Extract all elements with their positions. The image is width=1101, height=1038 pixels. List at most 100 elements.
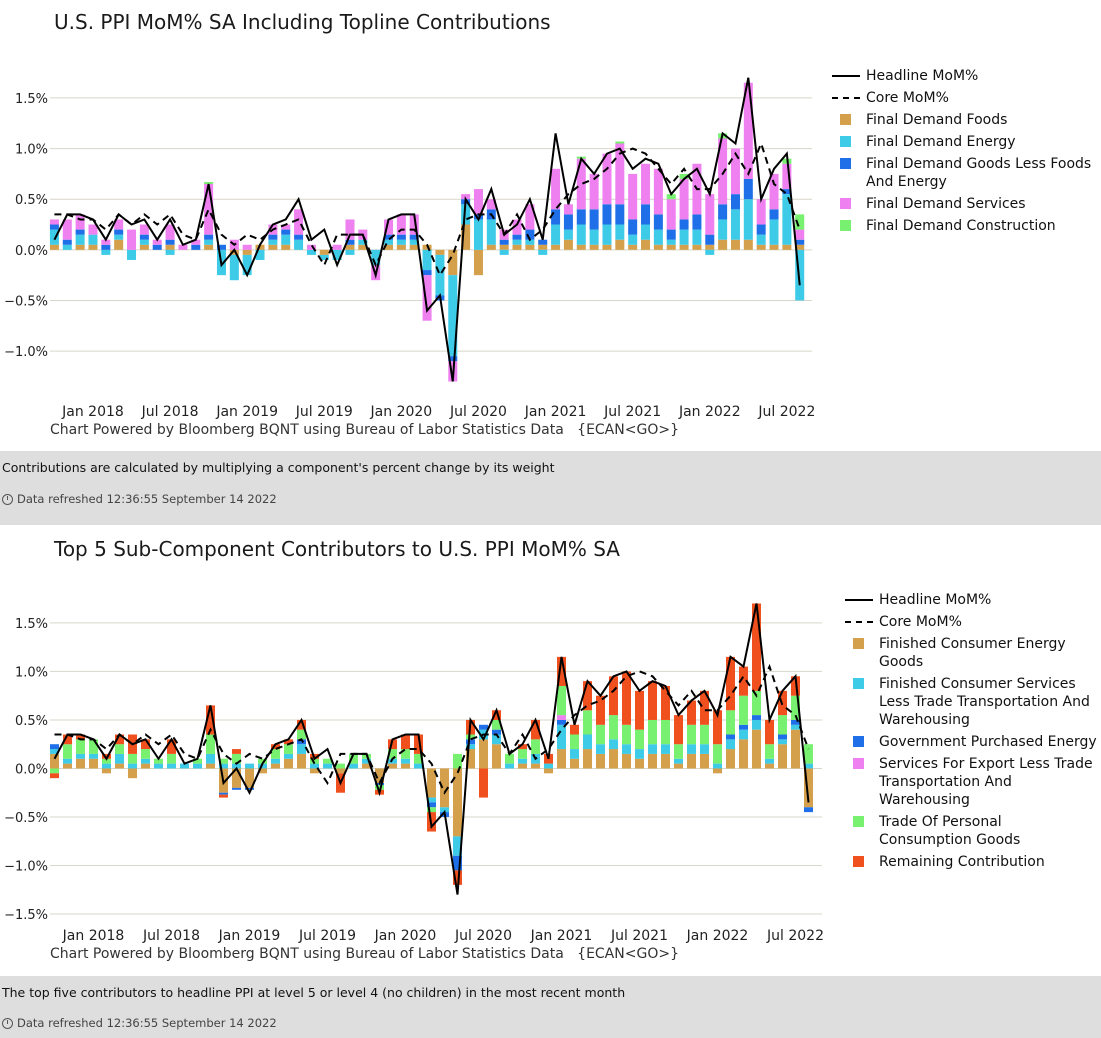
bar-segment	[538, 249, 548, 255]
x-tick-label: Jul 2019	[295, 404, 353, 420]
bar-segment	[674, 758, 683, 764]
bar-segment	[705, 244, 715, 250]
legend-item-energy[interactable]: Final Demand Energy	[832, 133, 1097, 151]
bar-segment	[726, 656, 735, 711]
legend-label: Trade Of Personal Consumption Goods	[879, 814, 1021, 848]
bar-segment	[492, 710, 501, 720]
bar-segment	[232, 749, 241, 754]
x-tick-label: Jul 2018	[141, 404, 199, 420]
source-code: {ECAN<GO>}	[577, 422, 679, 438]
solid-line-icon	[845, 591, 873, 609]
legend-item-consumer-energy[interactable]: Finished Consumer Energy Goods	[845, 635, 1097, 671]
bar-segment	[114, 219, 124, 230]
bar-segment	[791, 719, 800, 725]
legend-label: Services For Export Less Trade Transport…	[879, 756, 1093, 808]
bar-segment	[49, 229, 59, 245]
color-swatch-icon	[832, 133, 860, 151]
bar-segment	[466, 734, 475, 740]
bar-segment	[641, 204, 651, 225]
chart-note: The top five contributors to headline PP…	[2, 985, 626, 1000]
bar-segment	[505, 753, 514, 764]
bar-segment	[679, 229, 689, 245]
bar-segment	[525, 229, 535, 240]
bar-segment	[718, 138, 728, 205]
legend-item-construction[interactable]: Final Demand Construction	[832, 217, 1097, 235]
bar-segment	[804, 744, 813, 764]
bar-segment	[628, 173, 638, 220]
chart-note: Contributions are calculated by multiply…	[2, 460, 555, 475]
bar-segment	[306, 244, 316, 250]
bar-segment	[319, 249, 329, 255]
bar-segment	[219, 763, 228, 769]
x-tick-label: Jan 2018	[62, 928, 125, 944]
x-tick-label: Jan 2022	[678, 404, 741, 420]
legend-item-core[interactable]: Core MoM%	[832, 89, 1097, 107]
bar-segment	[414, 734, 423, 754]
bar-segment	[401, 734, 410, 750]
refresh-status: Data refreshed 12:36:55 September 14 202…	[2, 1016, 277, 1030]
bar-segment	[358, 239, 368, 245]
bar-segment	[375, 768, 384, 784]
bar-segment	[127, 229, 137, 250]
bar-segment	[310, 763, 319, 769]
legend-item-goods-less-foods-energy[interactable]: Final Demand Goods Less Foods And Energy	[832, 155, 1097, 191]
bar-segment	[114, 234, 124, 240]
bar-segment	[242, 244, 252, 250]
legend-item-remaining[interactable]: Remaining Contribution	[845, 853, 1097, 871]
bar-segment	[713, 768, 722, 774]
legend-item-gov-energy[interactable]: Government Purchased Energy	[845, 733, 1097, 751]
bar-segment	[512, 219, 522, 235]
legend-item-headline[interactable]: Headline MoM%	[832, 67, 1097, 85]
bar-segment	[602, 244, 612, 250]
bar-segment	[739, 666, 748, 696]
y-tick-label: −1.0%	[4, 345, 48, 360]
bar-segment	[141, 758, 150, 764]
bar-segment	[258, 758, 267, 764]
bar-segment	[609, 676, 618, 716]
bar-segment	[705, 249, 715, 255]
bar-segment	[396, 239, 406, 245]
legend-item-headline[interactable]: Headline MoM%	[845, 591, 1097, 609]
bar-segment	[384, 234, 394, 240]
bar-segment	[557, 719, 566, 725]
bar-segment	[705, 234, 715, 245]
bar-segment	[609, 715, 618, 740]
bar-segment	[362, 758, 371, 764]
bar-segment	[284, 739, 293, 745]
bar-segment	[769, 173, 779, 210]
bar-segment	[557, 724, 566, 750]
legend-item-services[interactable]: Final Demand Services	[832, 195, 1097, 213]
bar-segment	[440, 807, 449, 813]
bar-segment	[294, 239, 304, 250]
bar-segment	[204, 181, 214, 185]
legend-item-foods[interactable]: Final Demand Foods	[832, 111, 1097, 129]
bar-segment	[479, 768, 488, 798]
bar-segment	[297, 744, 306, 754]
legend-item-trade-goods[interactable]: Trade Of Personal Consumption Goods	[845, 813, 1097, 849]
bar-segment	[268, 234, 278, 240]
bar-segment	[89, 753, 98, 759]
bar-segment	[141, 749, 150, 759]
bar-segment	[679, 178, 689, 220]
bar-segment	[752, 715, 761, 720]
bar-segment	[345, 219, 355, 240]
bar-segment	[674, 715, 683, 745]
bar-segment	[63, 744, 72, 759]
legend-item-core[interactable]: Core MoM%	[845, 613, 1097, 631]
bar-segment	[486, 219, 496, 245]
bar-segment	[427, 802, 436, 808]
bar-segment	[409, 244, 419, 250]
source-code: {ECAN<GO>}	[577, 946, 679, 962]
bar-segment	[752, 719, 761, 730]
legend-label: Core MoM%	[866, 90, 949, 106]
bar-segment	[492, 744, 501, 769]
bar-segment	[63, 734, 72, 745]
bar-segment	[791, 729, 800, 769]
bar-segment	[427, 768, 436, 798]
bar-segment	[310, 758, 319, 764]
legend-item-consumer-services[interactable]: Finished Consumer Services Less Trade Tr…	[845, 675, 1097, 729]
legend-item-services-export[interactable]: Services For Export Less Trade Transport…	[845, 755, 1097, 809]
bar-segment	[531, 739, 540, 754]
bar-segment	[396, 244, 406, 250]
bar-segment	[466, 739, 475, 745]
